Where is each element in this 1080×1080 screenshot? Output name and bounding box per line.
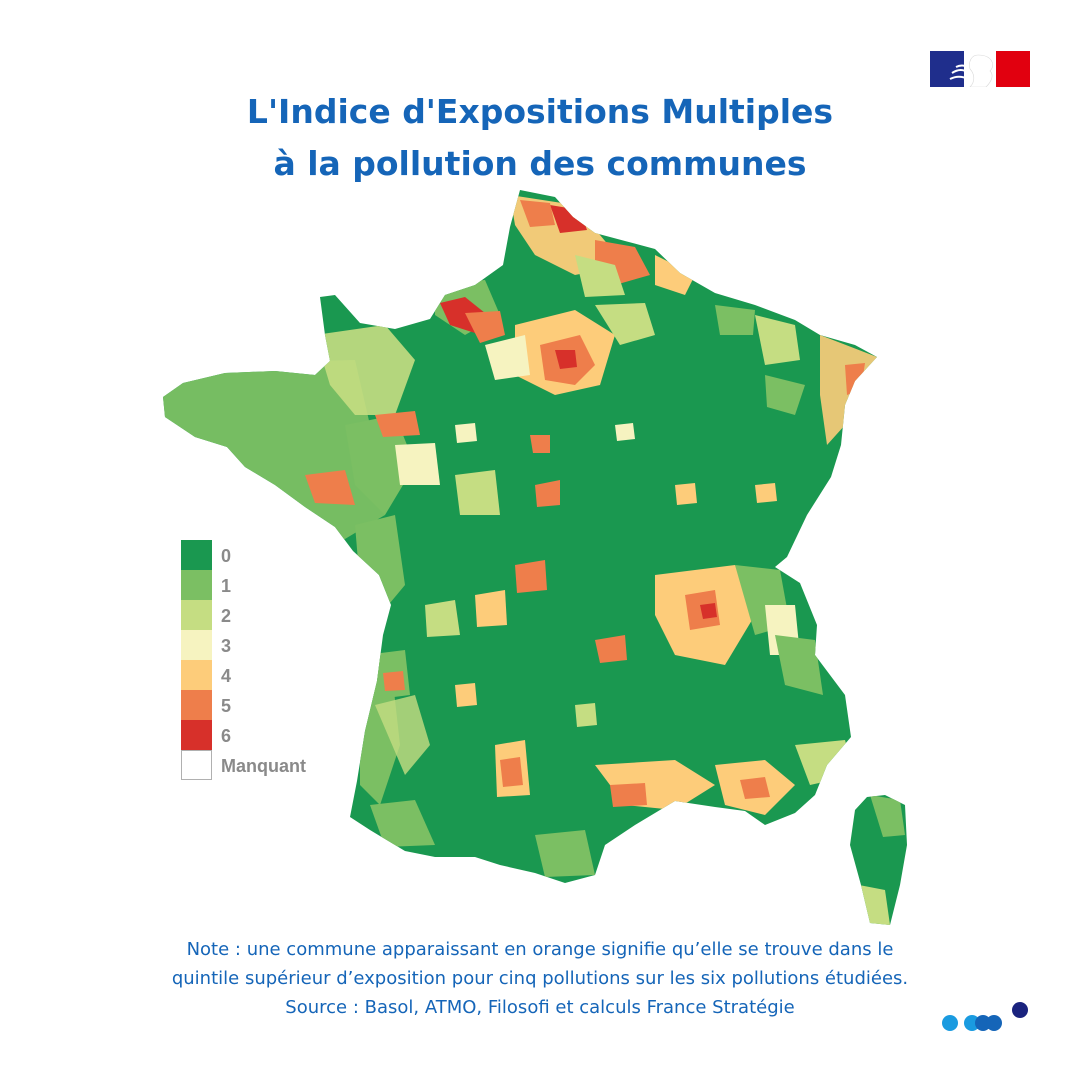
legend-label-missing: Manquant [221, 756, 306, 776]
footer-note: Note : une commune apparaissant en orang… [0, 935, 1080, 1022]
legend-swatch-0 [181, 540, 212, 570]
legend-swatch-6 [181, 720, 212, 750]
republique-francaise-logo [930, 51, 1030, 87]
title-line-1: L'Indice d'Expositions Multiples [246, 92, 834, 131]
legend-swatch-2 [181, 600, 212, 630]
source-line: Source : Basol, ATMO, Filosofi et calcul… [285, 997, 795, 1018]
note-line-1: Note : une commune apparaissant en orang… [186, 939, 894, 960]
legend-label-3: 3 [221, 636, 232, 656]
france-strategie-dots-logo [942, 1002, 1028, 1031]
legend-swatch-1 [181, 570, 212, 600]
legend-label-2: 2 [221, 606, 232, 626]
legend-swatch-5 [181, 690, 212, 720]
legend-swatch-missing [181, 750, 212, 780]
page-title: L'Indice d'Expositions Multiples à la po… [0, 86, 1080, 190]
note-line-2: quintile supérieur d’exposition pour cin… [171, 968, 909, 989]
legend-label-5: 5 [221, 696, 232, 716]
legend-label-4: 4 [221, 666, 232, 686]
legend-label-0: 0 [221, 546, 232, 566]
legend-swatch-3 [181, 630, 212, 660]
legend-swatch-4 [181, 660, 212, 690]
legend-label-1: 1 [221, 576, 232, 596]
france-pollution-map [163, 190, 907, 925]
legend-label-6: 6 [221, 726, 232, 746]
map-category-patches [163, 195, 905, 925]
title-line-2: à la pollution des communes [273, 144, 807, 183]
